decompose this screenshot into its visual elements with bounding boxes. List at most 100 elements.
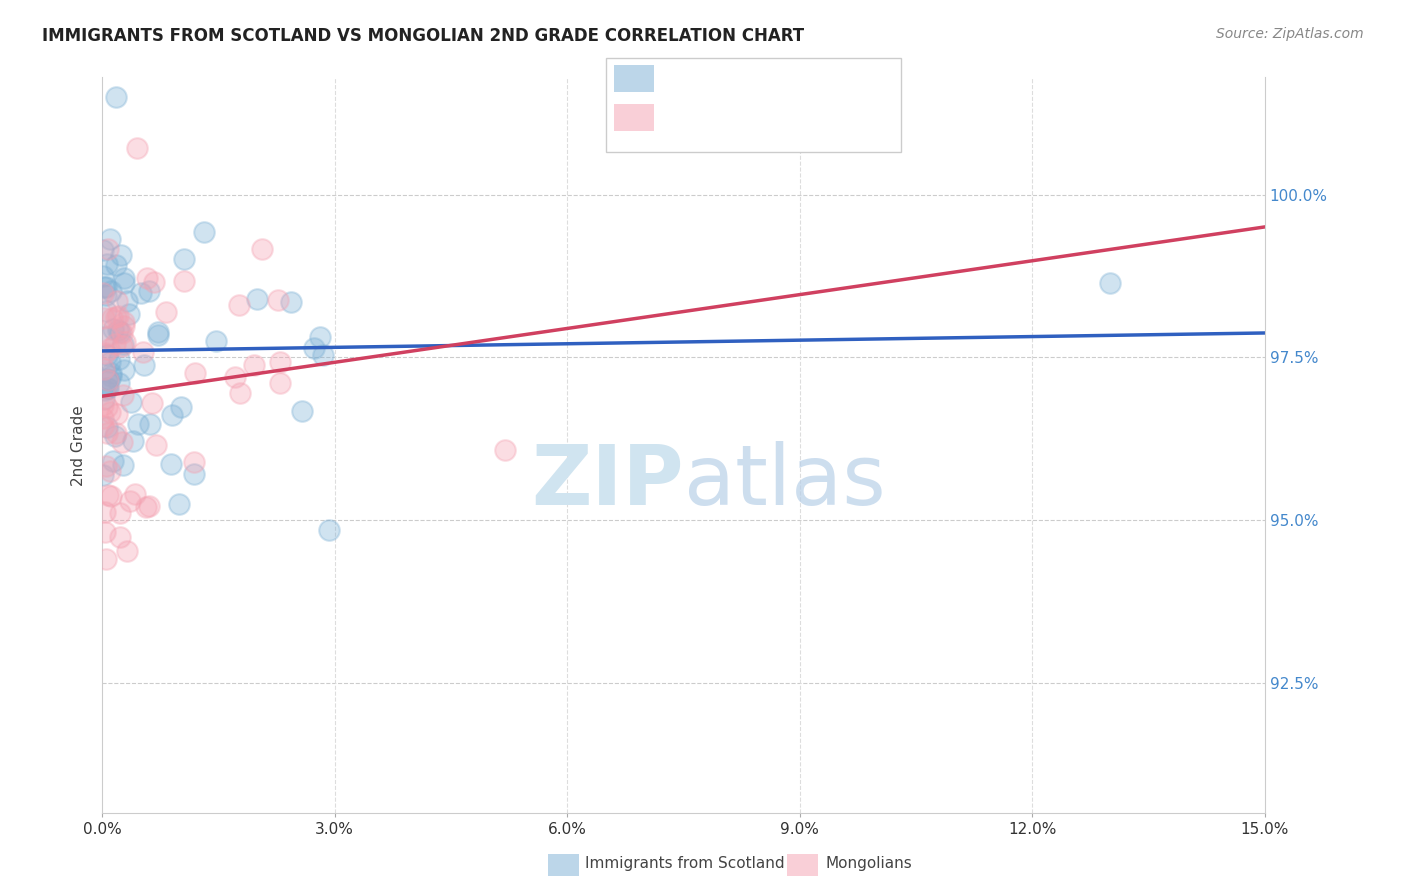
- Point: [91, 411, 114, 425]
- Point: [112, 271, 135, 285]
- Point: [100, 369, 122, 384]
- Point: [108, 506, 131, 520]
- Point: [107, 323, 129, 337]
- Point: [100, 366, 122, 380]
- Point: [111, 339, 134, 353]
- Text: R = 0.330   N = 61: R = 0.330 N = 61: [662, 107, 832, 125]
- Text: R = 0.288   N = 64: R = 0.288 N = 64: [662, 69, 832, 87]
- Point: [93, 384, 115, 398]
- Point: [1098, 276, 1121, 290]
- Point: [308, 330, 330, 344]
- Point: [184, 366, 207, 380]
- Point: [96, 381, 118, 395]
- Point: [290, 404, 312, 418]
- Point: [105, 425, 128, 440]
- Point: [143, 275, 166, 289]
- Point: [110, 326, 132, 340]
- Text: IMMIGRANTS FROM SCOTLAND VS MONGOLIAN 2ND GRADE CORRELATION CHART: IMMIGRANTS FROM SCOTLAND VS MONGOLIAN 2N…: [42, 27, 804, 45]
- Point: [105, 294, 128, 309]
- Point: [97, 343, 120, 357]
- Point: [129, 286, 152, 301]
- Point: [96, 419, 118, 434]
- Point: [269, 376, 291, 390]
- Point: [228, 298, 250, 312]
- Text: atlas: atlas: [683, 442, 886, 523]
- Point: [97, 329, 120, 343]
- Point: [100, 311, 122, 326]
- Point: [104, 310, 127, 324]
- Point: [101, 454, 124, 468]
- Point: [135, 271, 157, 285]
- Point: [96, 257, 118, 271]
- Point: [146, 328, 169, 343]
- Point: [93, 310, 115, 325]
- Point: [141, 396, 163, 410]
- Point: [173, 274, 195, 288]
- Point: [91, 467, 114, 482]
- Point: [105, 407, 128, 421]
- Point: [97, 242, 120, 256]
- Point: [96, 400, 118, 414]
- Text: Immigrants from Scotland: Immigrants from Scotland: [585, 856, 785, 871]
- Point: [124, 487, 146, 501]
- Text: Source: ZipAtlas.com: Source: ZipAtlas.com: [1216, 27, 1364, 41]
- Point: [112, 336, 135, 351]
- Point: [100, 284, 122, 298]
- Point: [269, 355, 291, 369]
- Point: [127, 141, 149, 155]
- Point: [120, 394, 142, 409]
- Point: [91, 268, 114, 283]
- Point: [100, 489, 122, 503]
- Point: [280, 294, 302, 309]
- Point: [118, 307, 141, 321]
- Point: [117, 543, 139, 558]
- Point: [97, 382, 120, 396]
- Point: [112, 318, 135, 333]
- Point: [111, 434, 134, 449]
- Point: [132, 358, 155, 372]
- Point: [91, 243, 114, 257]
- Point: [146, 325, 169, 339]
- Point: [94, 524, 117, 539]
- Point: [110, 248, 132, 262]
- Point: [112, 388, 135, 402]
- Point: [96, 426, 118, 441]
- Point: [205, 334, 228, 349]
- Point: [169, 400, 191, 414]
- Point: [96, 304, 118, 318]
- Point: [318, 524, 340, 538]
- Point: [183, 467, 205, 482]
- Point: [167, 497, 190, 511]
- Point: [104, 429, 127, 443]
- Point: [91, 285, 114, 300]
- Point: [138, 499, 160, 513]
- Point: [91, 398, 114, 412]
- Point: [110, 530, 132, 544]
- Point: [108, 376, 131, 391]
- Point: [160, 409, 183, 423]
- Point: [108, 325, 131, 339]
- Point: [183, 455, 205, 469]
- Point: [246, 292, 269, 306]
- Point: [96, 551, 118, 566]
- Point: [304, 341, 326, 355]
- Point: [155, 305, 177, 319]
- Point: [112, 277, 135, 291]
- Point: [138, 285, 160, 299]
- Point: [93, 345, 115, 359]
- Point: [94, 330, 117, 344]
- Point: [108, 352, 131, 367]
- Point: [93, 280, 115, 294]
- Point: [160, 457, 183, 471]
- Point: [96, 348, 118, 362]
- Text: ZIP: ZIP: [531, 442, 683, 523]
- Point: [145, 437, 167, 451]
- Point: [229, 385, 252, 400]
- Point: [112, 458, 135, 472]
- Point: [114, 334, 136, 349]
- Point: [96, 487, 118, 501]
- Point: [93, 392, 115, 406]
- Point: [96, 280, 118, 294]
- Point: [94, 287, 117, 301]
- Point: [312, 348, 335, 362]
